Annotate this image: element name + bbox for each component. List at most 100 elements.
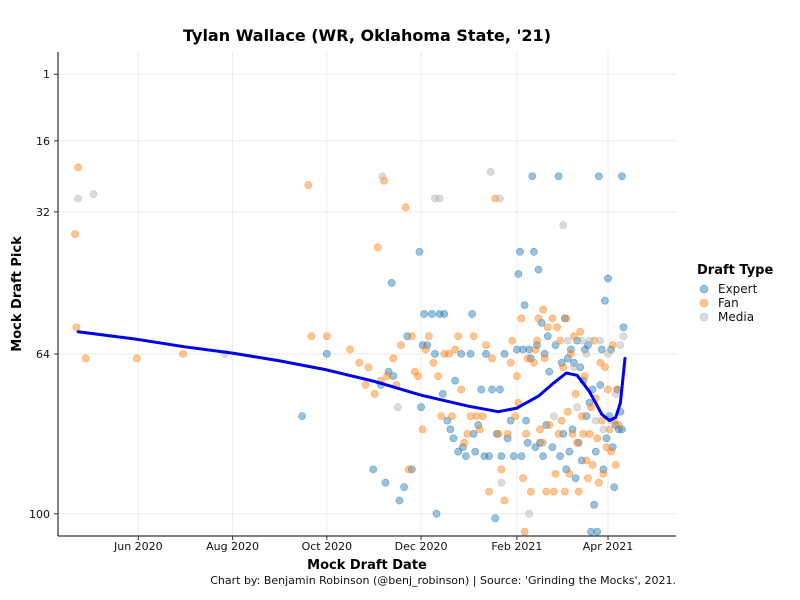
data-point-fan: [364, 363, 373, 372]
data-point-fan: [485, 487, 493, 496]
data-point-fan: [304, 181, 313, 190]
data-point-fan: [482, 341, 490, 349]
data-point-fan: [567, 349, 575, 358]
data-point-expert: [387, 278, 396, 287]
data-point-fan: [346, 345, 354, 354]
legend-title: Draft Type: [697, 263, 773, 278]
data-point-expert: [457, 349, 466, 358]
data-point-fan: [599, 469, 608, 478]
data-point-expert: [514, 270, 523, 278]
x-tick-label: Jun 2020: [113, 540, 163, 553]
data-point-expert: [601, 296, 609, 305]
data-point-fan: [585, 429, 594, 438]
data-point-fan: [444, 349, 453, 358]
data-point-expert: [618, 172, 626, 181]
data-point-expert: [423, 341, 432, 349]
data-point-fan: [488, 354, 496, 363]
data-point-fan: [179, 349, 187, 358]
data-point-media: [539, 438, 547, 447]
data-point-expert: [488, 385, 496, 394]
data-point-fan: [451, 345, 459, 354]
data-point-expert: [573, 336, 581, 345]
data-point-fan: [601, 363, 609, 372]
trend-layer: [76, 330, 627, 423]
data-point-media: [525, 509, 534, 518]
data-point-fan: [508, 336, 517, 345]
data-point-expert: [420, 310, 429, 318]
data-point-fan: [556, 336, 564, 345]
data-point-expert: [593, 527, 602, 536]
data-point-expert: [369, 465, 378, 474]
data-point-fan: [424, 332, 433, 341]
data-point-fan: [307, 332, 316, 341]
data-point-fan: [497, 465, 506, 474]
data-point-fan: [407, 332, 416, 341]
data-point-expert: [534, 265, 543, 274]
trend-line: [76, 330, 627, 423]
data-point-fan: [579, 429, 588, 438]
data-point-fan: [584, 474, 592, 483]
x-axis-title: Mock Draft Date: [307, 558, 427, 573]
data-point-fan: [361, 381, 370, 389]
data-point-expert: [477, 385, 486, 394]
data-point-expert: [517, 452, 526, 460]
x-tick-label: Aug 2020: [206, 540, 259, 553]
x-tick-label: Apr 2021: [583, 540, 634, 553]
data-point-expert: [446, 425, 455, 434]
data-point-media: [550, 412, 558, 420]
x-axis-ticks: Jun 2020 Aug 2020 Oct 2020 Dec 2020 Feb 2021…: [113, 536, 633, 553]
data-point-fan: [522, 429, 530, 438]
data-point-fan: [389, 354, 398, 363]
data-point-expert: [440, 310, 449, 318]
data-point-fan: [534, 314, 543, 323]
data-point-expert: [513, 345, 521, 354]
data-point-expert: [500, 349, 509, 358]
data-point-fan: [548, 314, 557, 323]
data-point-expert: [482, 349, 490, 358]
data-point-expert: [580, 345, 589, 354]
data-point-fan: [463, 429, 472, 438]
data-point-expert: [443, 416, 452, 425]
data-point-fan: [437, 412, 446, 420]
data-point-expert: [395, 496, 404, 505]
data-point-fan: [570, 332, 578, 341]
data-point-fan: [571, 389, 580, 398]
data-point-expert: [587, 527, 595, 536]
data-point-expert: [584, 341, 592, 349]
series-media: [74, 167, 628, 518]
data-point-fan: [414, 372, 422, 380]
data-point-fan: [594, 478, 603, 487]
y-tick-label: 100: [29, 508, 50, 521]
data-point-expert: [545, 367, 554, 376]
data-point-fan: [506, 358, 515, 367]
data-point-fan: [608, 341, 617, 349]
data-point-expert: [427, 310, 436, 318]
data-point-expert: [449, 434, 458, 443]
y-tick-label: 1: [43, 68, 50, 81]
x-tick-label: Feb 2021: [491, 540, 542, 553]
data-point-fan: [460, 438, 469, 447]
data-point-fan: [440, 349, 449, 358]
data-point-fan: [404, 465, 413, 474]
data-point-media: [616, 341, 625, 349]
data-point-expert: [516, 247, 524, 256]
data-point-fan: [81, 354, 90, 363]
data-point-fan: [520, 527, 529, 536]
data-point-fan: [454, 332, 463, 341]
data-point-expert: [554, 172, 563, 181]
data-point-fan: [587, 403, 595, 412]
data-points: [71, 163, 628, 536]
data-point-fan: [71, 230, 79, 238]
data-point-media: [596, 336, 605, 345]
data-point-fan: [511, 412, 520, 420]
data-point-expert: [563, 354, 572, 363]
data-point-fan: [553, 323, 561, 332]
data-point-expert: [525, 345, 534, 354]
legend-label-expert: Expert: [718, 282, 758, 296]
data-point-expert: [594, 172, 603, 181]
data-point-fan: [517, 314, 526, 323]
data-point-media: [599, 425, 608, 434]
chart-title: Tylan Wallace (WR, Oklahoma State, '21): [183, 26, 551, 45]
data-point-fan: [614, 421, 623, 429]
